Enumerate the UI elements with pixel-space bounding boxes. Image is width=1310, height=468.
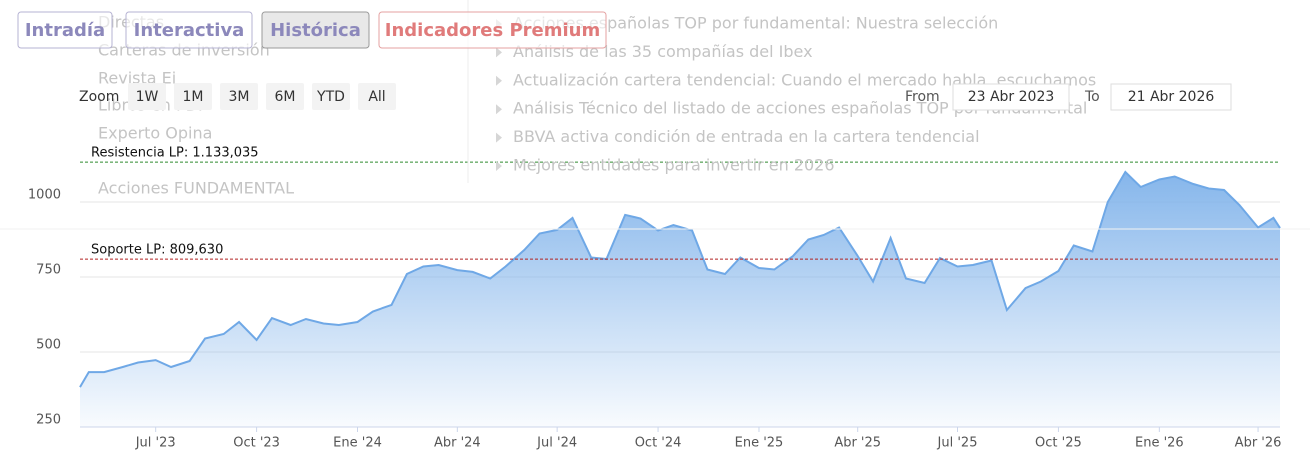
zoom-button[interactable] xyxy=(358,83,396,110)
price-line xyxy=(79,170,1281,388)
zoom-button-label[interactable]: 1M xyxy=(183,89,204,105)
zoom-button[interactable] xyxy=(312,83,350,110)
x-tick-label: Jul '23 xyxy=(135,436,176,451)
nav-button[interactable] xyxy=(17,11,113,49)
menu-item[interactable]: BBVA activa condición de entrada en la c… xyxy=(513,127,980,146)
nav-button[interactable] xyxy=(378,11,607,49)
menu-bullet xyxy=(496,47,502,58)
zoom-button[interactable] xyxy=(220,83,258,110)
x-tick-label: Oct '25 xyxy=(1035,436,1082,451)
from-label: From xyxy=(905,89,940,105)
x-tick-label: Abr '26 xyxy=(1235,436,1282,451)
menu-item[interactable]: Actualización cartera tendencial: Cuando… xyxy=(513,70,1096,89)
menu-item[interactable]: Revista Ei xyxy=(98,69,176,88)
menu-item[interactable]: Acciones FUNDAMENTAL xyxy=(98,179,294,198)
menu-bullet xyxy=(496,132,502,143)
date-input[interactable] xyxy=(1110,83,1232,111)
x-tick-label: Ene '25 xyxy=(735,436,784,451)
menu-bullet xyxy=(496,104,502,115)
date-input[interactable] xyxy=(952,83,1070,111)
zoom-button[interactable] xyxy=(266,83,304,110)
nav-button[interactable] xyxy=(125,11,253,49)
controls: Intradía Interactiva Histórica Indicadores … xyxy=(17,11,1232,111)
x-tick-label: Abr '24 xyxy=(434,436,481,451)
zoom-button[interactable] xyxy=(128,83,166,110)
y-tick-label: 500 xyxy=(36,338,61,353)
zoom-button-label[interactable]: 1W xyxy=(136,89,159,105)
x-tick-label: Oct '24 xyxy=(635,436,682,451)
x-tick-label: Jul '24 xyxy=(536,436,577,451)
zoom-button-label[interactable]: YTD xyxy=(316,89,345,105)
y-tick-label: 250 xyxy=(36,413,61,428)
menu-bullet xyxy=(496,161,502,171)
x-tick-label: Ene '26 xyxy=(1135,436,1184,451)
nav-button-label[interactable]: Indicadores Premium xyxy=(385,20,600,41)
x-tick-label: Jul '25 xyxy=(937,436,978,451)
menu-item[interactable]: Análisis Técnico del listado de acciones… xyxy=(513,99,1087,118)
menu-item[interactable]: Acciones españolas TOP por fundamental: … xyxy=(513,14,998,33)
to-date[interactable]: 21 Abr 2026 xyxy=(1128,89,1215,105)
zoom-button-label[interactable]: 3M xyxy=(229,89,250,105)
x-tick-label: Ene '24 xyxy=(333,436,382,451)
x-tick-label: Oct '23 xyxy=(233,436,280,451)
x-tick-label: Abr '25 xyxy=(834,436,881,451)
menu-item[interactable]: Mejores entidades para invertir en 2026 xyxy=(513,156,835,175)
y-tick-label: 750 xyxy=(36,263,61,278)
menu-item[interactable]: Experto Opina xyxy=(98,124,212,143)
nav-button-label[interactable]: Intradía xyxy=(25,20,105,41)
zoom-label: Zoom xyxy=(79,89,119,105)
plot-area: 250 500 750 1000 Jul '23 Oct '23 Ene '24 Abr '2… xyxy=(28,146,1282,451)
menu-bullet xyxy=(496,75,502,86)
to-label: To xyxy=(1084,89,1100,105)
zoom-button-label[interactable]: 6M xyxy=(275,89,296,105)
zoom-button[interactable] xyxy=(174,83,212,110)
nav-button[interactable] xyxy=(261,11,370,49)
y-tick-label: 1000 xyxy=(28,188,61,203)
reference-label: Resistencia LP: 1.133,035 xyxy=(91,146,259,161)
area-fill xyxy=(80,172,1280,427)
reference-label: Soporte LP: 809,630 xyxy=(91,243,223,258)
from-date[interactable]: 23 Abr 2023 xyxy=(968,89,1055,105)
zoom-button-label[interactable]: All xyxy=(368,89,385,105)
nav-button-label[interactable]: Histórica xyxy=(270,20,361,41)
nav-button-label[interactable]: Interactiva xyxy=(134,20,245,41)
